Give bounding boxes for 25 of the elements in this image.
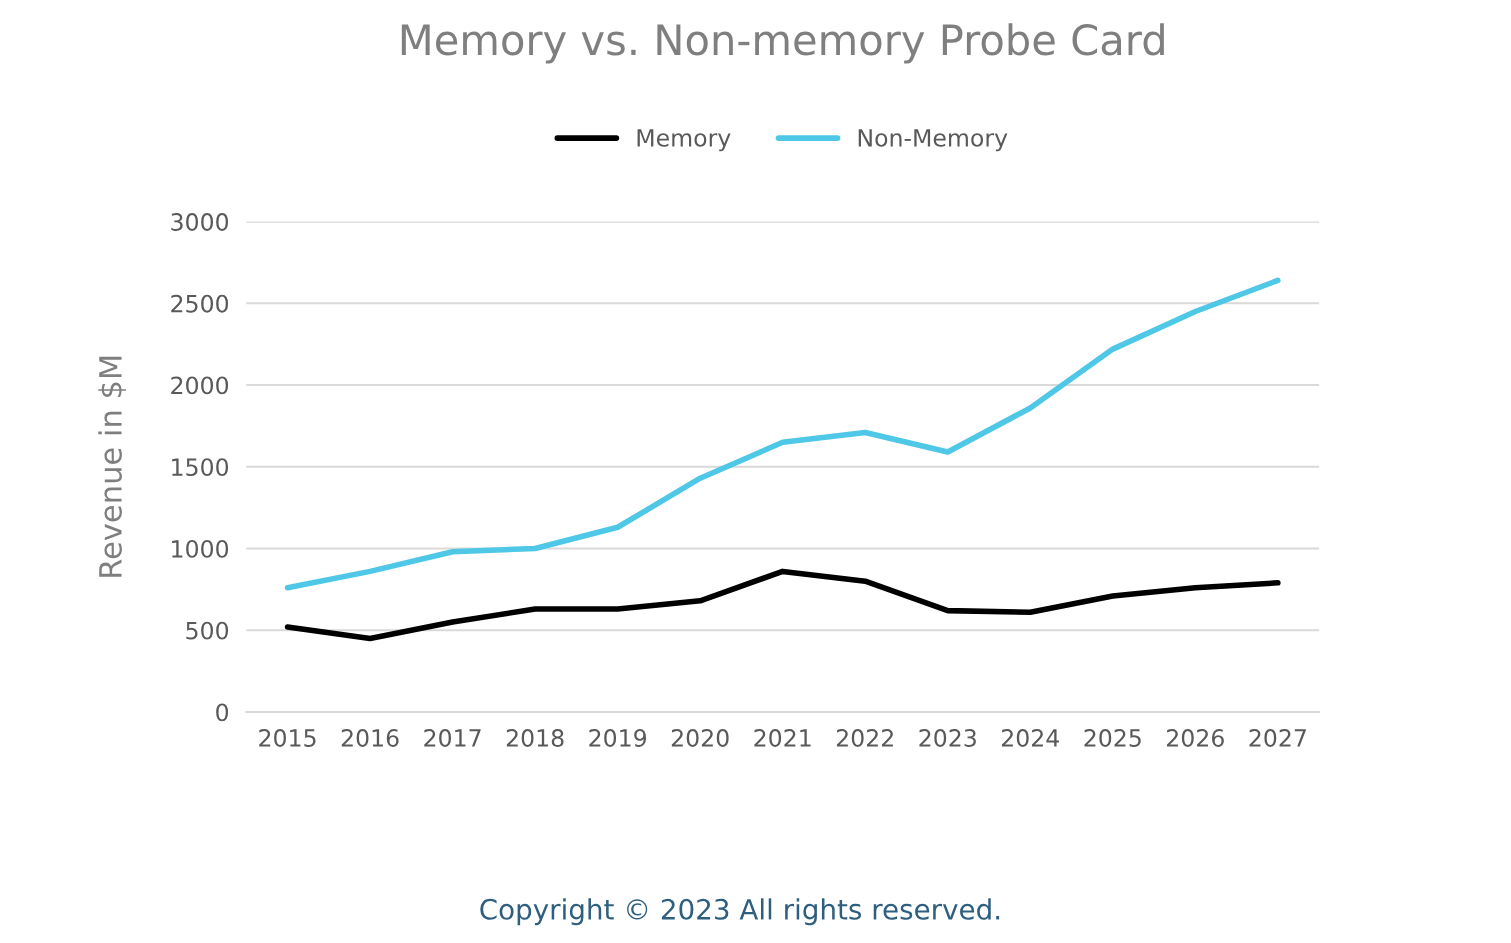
- x-tick-label: 2018: [506, 729, 564, 747]
- text: Copyright © 2023 All rights reserved.: [480, 898, 1000, 926]
- chart-title: Memory vs. Non-memory Probe Card: [401, 23, 1164, 64]
- x-tick-label: 2017: [424, 729, 481, 747]
- x-tick-label: 2016: [341, 729, 399, 747]
- y-axis-title: Revenue in $M: [98, 356, 127, 577]
- legend-label: Memory: [637, 129, 731, 152]
- x-tick-label: 2024: [1001, 729, 1059, 747]
- y-tick-label: 0: [216, 703, 229, 722]
- x-tick-label: 2025: [1084, 729, 1141, 747]
- y-tick-label: 500: [186, 621, 229, 640]
- x-tick-label: 2022: [836, 729, 893, 747]
- x-tick-label: 2020: [671, 729, 729, 747]
- y-tick-label: 1000: [172, 539, 229, 558]
- y-tick-label: 3000: [171, 213, 229, 231]
- x-tick-label: 2021: [754, 729, 811, 747]
- y-tick-label: 2500: [171, 294, 229, 313]
- x-tick-label: 2027: [1249, 729, 1306, 747]
- y-tick-label: 2000: [171, 376, 229, 395]
- x-tick-label: 2023: [919, 729, 976, 747]
- legend-label: Non-Memory: [858, 129, 1008, 152]
- y-tick-label: 1500: [172, 458, 229, 477]
- x-tick-label: 2026: [1167, 729, 1224, 747]
- x-tick-label: 2019: [589, 729, 647, 747]
- x-tick-label: 2015: [259, 729, 316, 747]
